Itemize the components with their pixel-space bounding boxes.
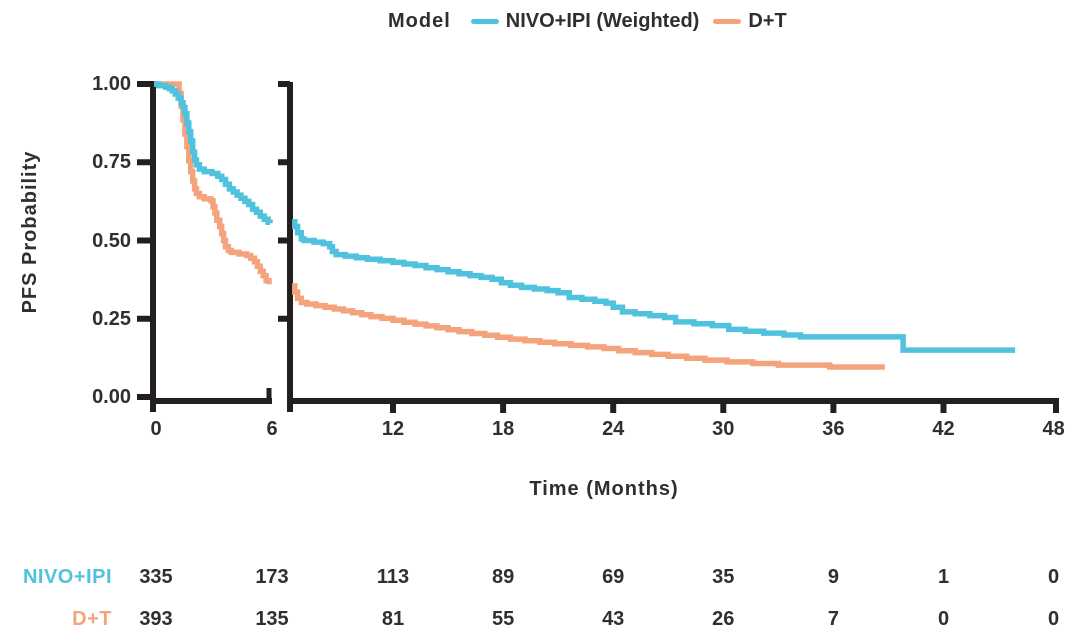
at-risk-count: 0 (1048, 608, 1060, 630)
at-risk-count: 35 (712, 566, 735, 588)
legend-item-dt: D+T (713, 10, 787, 33)
y-tick-label: 1.00 (92, 73, 131, 95)
x-axis-title: Time (Months) (529, 478, 679, 500)
legend: Model NIVO+IPI (Weighted) D+T (388, 10, 787, 33)
y-tick-label: 0.00 (92, 386, 131, 408)
at-risk-count: 81 (381, 608, 405, 630)
x-tick-label: 48 (1042, 418, 1065, 440)
x-tick-label: 36 (822, 418, 845, 440)
x-tick-label: 18 (491, 418, 515, 440)
y-tick-label: 0.50 (92, 229, 131, 252)
x-tick-label: 30 (712, 418, 735, 440)
legend-item-dt-label: D+T (748, 10, 787, 32)
at-risk-count: 1 (937, 566, 950, 588)
at-risk-count: 43 (602, 608, 625, 630)
at-risk-count: 55 (491, 608, 515, 630)
nivo-line-swatch-icon (470, 19, 499, 24)
at-risk-count: 0 (1048, 566, 1060, 588)
at-risk-count: 113 (376, 566, 410, 588)
at-risk-count: 135 (255, 608, 289, 630)
legend-title: Model (388, 10, 451, 32)
nivo-curve-left (154, 81, 273, 226)
y-tick-label: 0.25 (92, 307, 131, 330)
legend-item-nivo-label: NIVO+IPI (Weighted) (505, 10, 700, 32)
x-tick-label: 12 (381, 418, 405, 440)
at-risk-count: 335 (139, 566, 173, 588)
at-risk-count: 9 (827, 566, 839, 588)
nivo-curve-right (292, 218, 1016, 353)
at-risk-count: 393 (139, 608, 173, 630)
x-tick-label: 0 (150, 418, 162, 440)
risk-row-label-dt: D+T (72, 608, 112, 630)
at-risk-count: 26 (712, 608, 735, 630)
at-risk-count: 7 (827, 608, 839, 630)
y-tick-label: 0.75 (92, 151, 131, 174)
x-tick-label: 42 (932, 418, 955, 440)
legend-item-nivo: NIVO+IPI (Weighted) (470, 10, 700, 33)
x-tick-label: 6 (266, 418, 278, 440)
at-risk-count: 173 (255, 566, 289, 588)
at-risk-count: 69 (602, 566, 625, 588)
at-risk-count: 89 (491, 566, 515, 588)
at-risk-count: 0 (937, 608, 950, 630)
dt-curve-right (292, 283, 885, 370)
risk-row-label-nivo: NIVO+IPI (22, 566, 112, 588)
dt-curve-left (154, 81, 272, 285)
km-plot (137, 81, 1059, 413)
dt-line-swatch-icon (713, 19, 742, 24)
x-tick-label: 24 (602, 418, 625, 440)
